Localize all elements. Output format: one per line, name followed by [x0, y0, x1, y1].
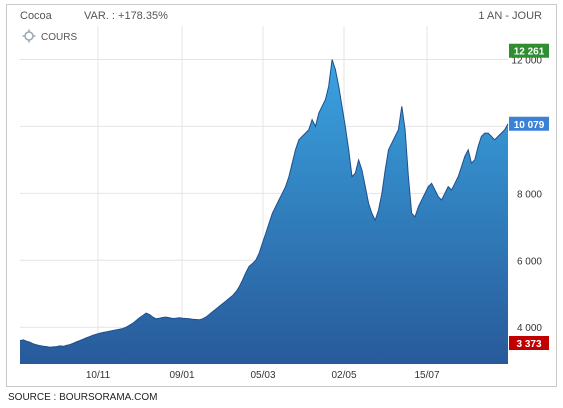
y-tick-label: 4 000 [517, 323, 542, 334]
legend[interactable]: COURS [22, 29, 78, 44]
legend-label: COURS [41, 32, 77, 43]
y-tick-label: 6 000 [517, 256, 542, 267]
x-tick-label: 15/07 [414, 370, 439, 381]
series-line [19, 59, 509, 348]
x-tick-label: 09/01 [169, 370, 194, 381]
last-value-badge: 10 079 [509, 116, 549, 131]
price-area [19, 59, 509, 364]
last-value-badge-text: 10 079 [514, 120, 545, 131]
series-area [20, 59, 508, 364]
value-badges: 12 261 10 079 3 373 [509, 43, 549, 350]
low-value-badge: 3 373 [509, 336, 549, 350]
x-tick-label: 05/03 [250, 370, 275, 381]
grid [20, 26, 508, 364]
y-tick-label: 8 000 [517, 189, 542, 200]
high-value-badge-text: 12 261 [514, 47, 545, 58]
low-value-badge-text: 3 373 [516, 339, 541, 350]
x-tick-label: 02/05 [331, 370, 356, 381]
y-tick-label: 12 000 [511, 55, 542, 66]
source-label: SOURCE : BOURSORAMA.COM [8, 392, 158, 403]
gear-icon[interactable] [22, 29, 36, 43]
period-label[interactable]: 1 AN - JOUR [478, 10, 542, 22]
variation-label: VAR. : +178.35% [84, 10, 168, 22]
instrument-name: Cocoa [20, 10, 52, 22]
chart-frame [6, 4, 557, 387]
x-tick-label: 10/11 [86, 370, 111, 381]
high-value-badge: 12 261 [509, 43, 549, 58]
